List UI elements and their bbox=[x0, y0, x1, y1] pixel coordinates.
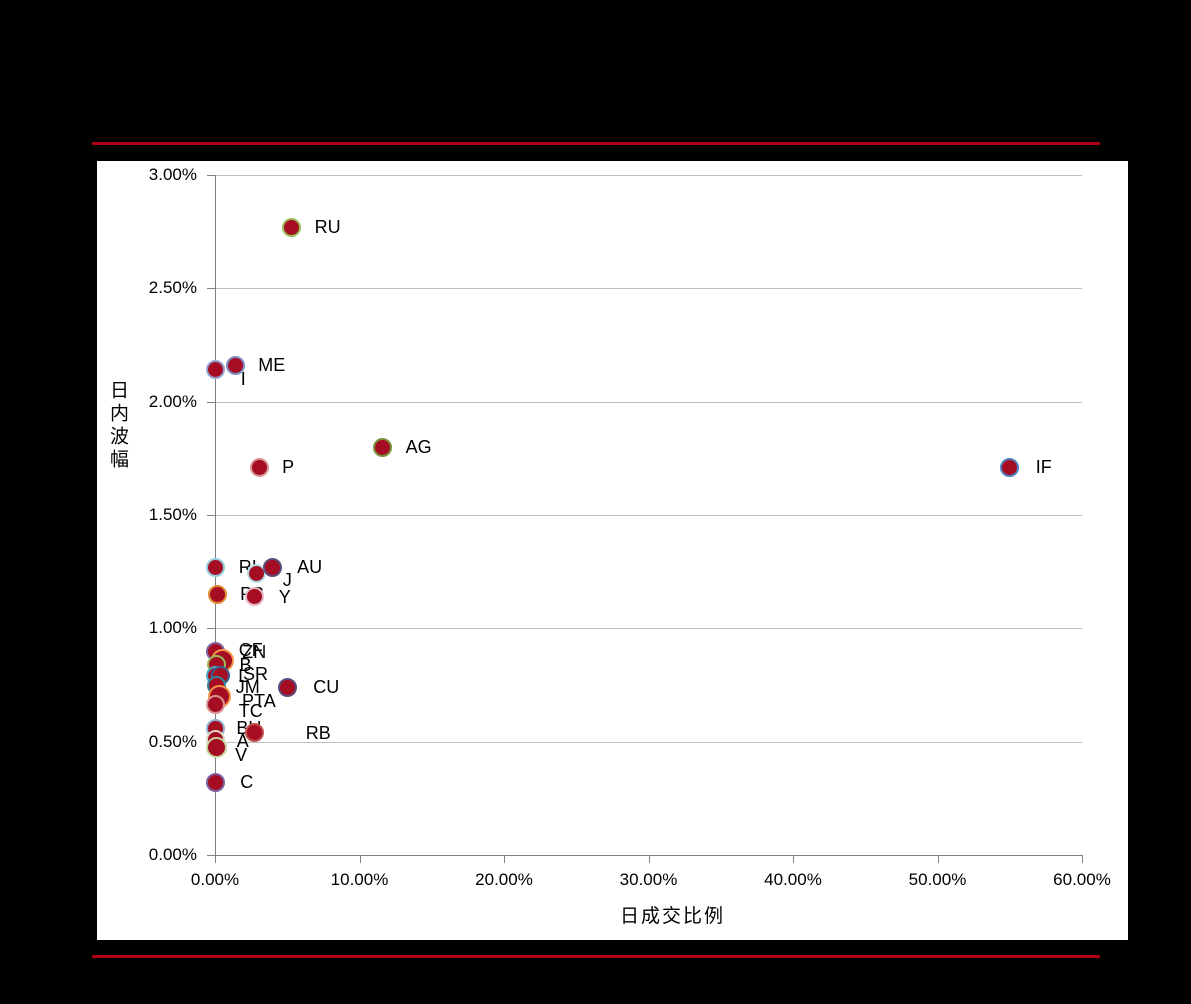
x-tick-mark bbox=[215, 855, 216, 863]
y-tick-label: 2.00% bbox=[148, 391, 197, 411]
data-point bbox=[206, 360, 226, 380]
y-tick-label: 1.00% bbox=[148, 618, 197, 638]
data-point bbox=[205, 736, 227, 758]
x-tick-mark bbox=[793, 855, 794, 863]
data-point bbox=[373, 437, 393, 457]
data-point-label: RU bbox=[314, 217, 341, 238]
x-axis-title: 日成交比例 bbox=[620, 906, 726, 927]
data-point bbox=[277, 677, 297, 697]
y-gridline bbox=[215, 741, 1082, 743]
data-point bbox=[245, 723, 265, 743]
data-point bbox=[205, 772, 225, 792]
x-tick-mark bbox=[648, 855, 650, 863]
x-tick-mark bbox=[504, 855, 505, 863]
x-tick-mark bbox=[937, 855, 939, 863]
y-axis-line bbox=[215, 175, 216, 855]
data-point-label: Y bbox=[278, 586, 291, 607]
data-point-label: AG bbox=[405, 437, 432, 457]
y-axis-title: 日内波幅 bbox=[107, 380, 128, 472]
data-point-label: A bbox=[236, 731, 249, 752]
x-tick-mark bbox=[359, 855, 361, 863]
data-point-label: I bbox=[240, 368, 246, 389]
x-tick-label: 0.00% bbox=[190, 870, 240, 889]
y-tick-mark bbox=[207, 175, 215, 176]
data-point-label: IF bbox=[1035, 457, 1052, 478]
data-point-label: V bbox=[235, 745, 248, 766]
y-tick-label: 0.50% bbox=[148, 731, 197, 751]
y-tick-label: 3.00% bbox=[148, 165, 197, 184]
data-point-label: SR bbox=[243, 663, 269, 684]
y-gridline bbox=[215, 628, 1082, 630]
data-point-label: CF bbox=[238, 640, 263, 660]
data-point-label: CU bbox=[313, 677, 340, 698]
data-point-label: TC bbox=[238, 701, 263, 722]
data-point-label: B bbox=[239, 654, 252, 675]
x-tick-label: 30.00% bbox=[619, 870, 678, 889]
data-point bbox=[225, 355, 245, 375]
y-tick-mark bbox=[207, 288, 215, 290]
y-gridline bbox=[215, 515, 1082, 516]
data-point bbox=[206, 557, 226, 577]
y-tick-mark bbox=[207, 628, 215, 630]
data-point bbox=[1000, 457, 1020, 477]
data-point-label: ZN bbox=[242, 642, 267, 663]
data-point-label: L bbox=[238, 665, 249, 686]
data-point bbox=[249, 457, 269, 477]
y-tick-label: 0.00% bbox=[148, 845, 197, 864]
data-point-label: P bbox=[282, 457, 295, 478]
y-tick-mark bbox=[207, 401, 215, 403]
data-point-label: PTA bbox=[242, 691, 276, 712]
data-point bbox=[262, 557, 282, 577]
accent-rule-bottom bbox=[92, 955, 1100, 958]
y-gridline bbox=[215, 288, 1082, 290]
data-point-label: RB bbox=[305, 722, 331, 743]
y-gridline bbox=[215, 175, 1082, 176]
data-point-label: J bbox=[282, 569, 292, 590]
x-tick-mark bbox=[1082, 855, 1083, 863]
accent-rule-top bbox=[92, 142, 1100, 145]
data-point bbox=[206, 694, 226, 714]
data-point-label: C bbox=[240, 772, 254, 793]
x-tick-label: 50.00% bbox=[908, 870, 967, 889]
y-tick-label: 2.50% bbox=[148, 278, 197, 298]
chart-panel bbox=[97, 161, 1128, 940]
data-point-label: AU bbox=[297, 557, 323, 578]
y-tick-label: 1.50% bbox=[148, 505, 197, 524]
data-point-label: ME bbox=[258, 355, 286, 376]
data-point bbox=[282, 217, 302, 237]
data-point bbox=[245, 587, 265, 607]
y-gridline bbox=[215, 401, 1082, 403]
x-tick-label: 40.00% bbox=[764, 870, 822, 889]
x-tick-label: 10.00% bbox=[330, 870, 389, 889]
y-tick-mark bbox=[207, 855, 215, 856]
data-point bbox=[207, 584, 227, 604]
x-tick-label: 60.00% bbox=[1053, 870, 1111, 889]
x-tick-label: 20.00% bbox=[475, 870, 533, 889]
data-point-label: JM bbox=[235, 677, 260, 697]
y-tick-mark bbox=[207, 515, 215, 516]
